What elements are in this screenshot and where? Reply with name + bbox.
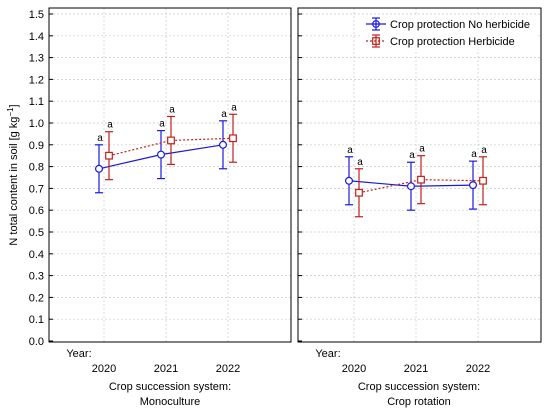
data-point bbox=[417, 175, 425, 184]
y-tick-label: 0.6 bbox=[29, 205, 44, 217]
panel-frame-crop-rotation bbox=[297, 7, 542, 343]
significance-label: a bbox=[409, 150, 415, 161]
y-axis-label-main: N total content in soil [g kg bbox=[8, 117, 20, 246]
system-label-monoculture-line2: Monoculture bbox=[140, 396, 201, 408]
data-point bbox=[479, 176, 487, 185]
legend-label-herbicide: Crop protection Herbicide bbox=[390, 36, 515, 48]
data-point bbox=[407, 182, 416, 191]
significance-label: a bbox=[357, 157, 363, 168]
significance-label: a bbox=[231, 102, 237, 113]
system-label-crop-rotation-line1: Crop succession system: bbox=[358, 381, 480, 393]
data-point bbox=[157, 150, 166, 159]
y-tick-label: 0.4 bbox=[29, 249, 44, 261]
significance-label: a bbox=[159, 119, 165, 130]
data-point bbox=[355, 188, 363, 197]
y-axis-label-superscript: −1 bbox=[6, 107, 15, 117]
significance-label: a bbox=[107, 120, 113, 131]
year-label-crop-rotation: Year: bbox=[315, 348, 340, 360]
y-tick-label: 1.1 bbox=[29, 96, 44, 108]
y-axis-label-end: ] bbox=[8, 104, 20, 107]
significance-label: a bbox=[481, 145, 487, 156]
series-line bbox=[358, 179, 484, 194]
y-tick-label: 0.7 bbox=[29, 183, 44, 195]
series-herbicide-crop-rotation: aa a bbox=[355, 144, 487, 218]
y-tick-label: 0.8 bbox=[29, 162, 44, 174]
x-tick-label-crop-rotation: 2020 bbox=[342, 363, 366, 375]
y-tick-label: 0.5 bbox=[29, 227, 44, 239]
series-line bbox=[108, 137, 234, 157]
y-axis-label: N total content in soil [g kg−1] bbox=[6, 104, 20, 245]
y-tick-label: 1.4 bbox=[29, 31, 44, 43]
panel-frame-monoculture bbox=[48, 7, 292, 343]
legend-marker-herbicide bbox=[372, 37, 380, 45]
x-tick-label-monoculture: 2020 bbox=[92, 363, 116, 375]
x-tick-label-crop-rotation: 2022 bbox=[466, 363, 490, 375]
series-herbicide-monoculture: aa a bbox=[105, 102, 237, 181]
system-label-crop-rotation-line2: Crop rotation bbox=[387, 396, 451, 408]
x-tick-label-monoculture: 2021 bbox=[154, 363, 178, 375]
significance-label: a bbox=[169, 104, 175, 115]
x-tick-label-crop-rotation: 2021 bbox=[404, 363, 428, 375]
legend-label-no-herbicide: Crop protection No herbicide bbox=[390, 19, 530, 31]
legend: Crop protection No herbicide Crop protec… bbox=[362, 15, 538, 49]
y-tick-label: 1.0 bbox=[29, 118, 44, 130]
data-point bbox=[345, 176, 354, 185]
x-tick-label-monoculture: 2022 bbox=[216, 363, 240, 375]
data-point bbox=[94, 164, 103, 173]
significance-label: a bbox=[347, 145, 353, 156]
significance-label: a bbox=[419, 144, 425, 155]
year-label-monoculture: Year: bbox=[66, 348, 91, 360]
y-tick-label: 0.3 bbox=[29, 271, 44, 283]
significance-label: a bbox=[471, 149, 477, 160]
series-no_herbicide-monoculture: aaa bbox=[94, 109, 228, 194]
y-tick-label: 0.0 bbox=[29, 336, 44, 348]
y-tick-label: 1.5 bbox=[29, 9, 44, 21]
data-point bbox=[229, 134, 237, 143]
significance-label: a bbox=[221, 109, 227, 120]
data-point bbox=[219, 140, 228, 149]
y-tick-label: 0.1 bbox=[29, 314, 44, 326]
data-point bbox=[167, 136, 175, 145]
data-point bbox=[105, 151, 113, 160]
system-label-monoculture-line1: Crop succession system: bbox=[109, 381, 231, 393]
significance-label: a bbox=[97, 133, 103, 144]
y-tick-label: 1.2 bbox=[29, 74, 44, 86]
legend-marker-no-herbicide bbox=[372, 20, 380, 28]
y-tick-label: 0.9 bbox=[29, 140, 44, 152]
y-tick-label: 1.3 bbox=[29, 53, 44, 65]
data-point bbox=[469, 181, 478, 190]
y-tick-label: 0.2 bbox=[29, 292, 44, 304]
